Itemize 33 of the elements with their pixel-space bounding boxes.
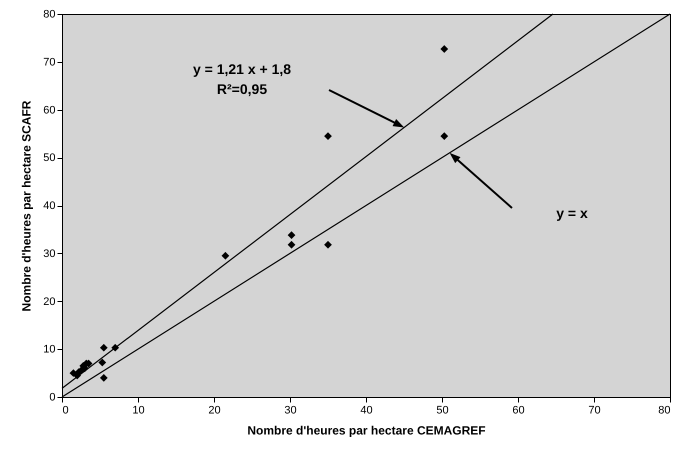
y-tick-label: 20 — [43, 296, 56, 308]
y-axis-title: Nombre d'heures par hectare SCAFR — [19, 100, 34, 312]
y-tick-label: 10 — [43, 344, 56, 356]
point — [440, 45, 448, 53]
annotation: y = x — [556, 205, 588, 221]
annotation: y = 1,21 x + 1,8 — [192, 61, 292, 77]
y-tick-label: 60 — [43, 104, 56, 116]
x-axis-title: Nombre d'heures par hectare CEMAGREF — [247, 424, 486, 438]
x-tick-label: 0 — [62, 404, 69, 416]
x-tick-label: 60 — [512, 404, 525, 416]
point — [440, 132, 448, 140]
point — [98, 358, 106, 366]
point — [324, 132, 332, 140]
point — [222, 252, 230, 260]
y-tick-label: 0 — [49, 392, 56, 404]
point — [100, 344, 108, 352]
x-tick-label: 80 — [658, 404, 670, 416]
y-tick-label: 80 — [43, 8, 56, 20]
point — [288, 231, 296, 240]
x-tick-label: 40 — [360, 404, 373, 416]
y-tick-label: 40 — [43, 200, 56, 212]
y-tick-label: 70 — [43, 56, 56, 68]
point — [288, 240, 296, 249]
y-tick-label: 30 — [43, 248, 56, 260]
x-tick-label: 20 — [208, 404, 221, 416]
x-tick-label: 30 — [284, 404, 297, 416]
x-tick-label: 50 — [436, 404, 449, 416]
point — [100, 374, 108, 382]
point — [324, 240, 332, 249]
x-tick-label: 10 — [132, 404, 145, 416]
y-tick-label: 50 — [43, 152, 56, 164]
annotation: R²=0,95 — [216, 81, 268, 97]
x-tick-label: 70 — [588, 404, 601, 416]
